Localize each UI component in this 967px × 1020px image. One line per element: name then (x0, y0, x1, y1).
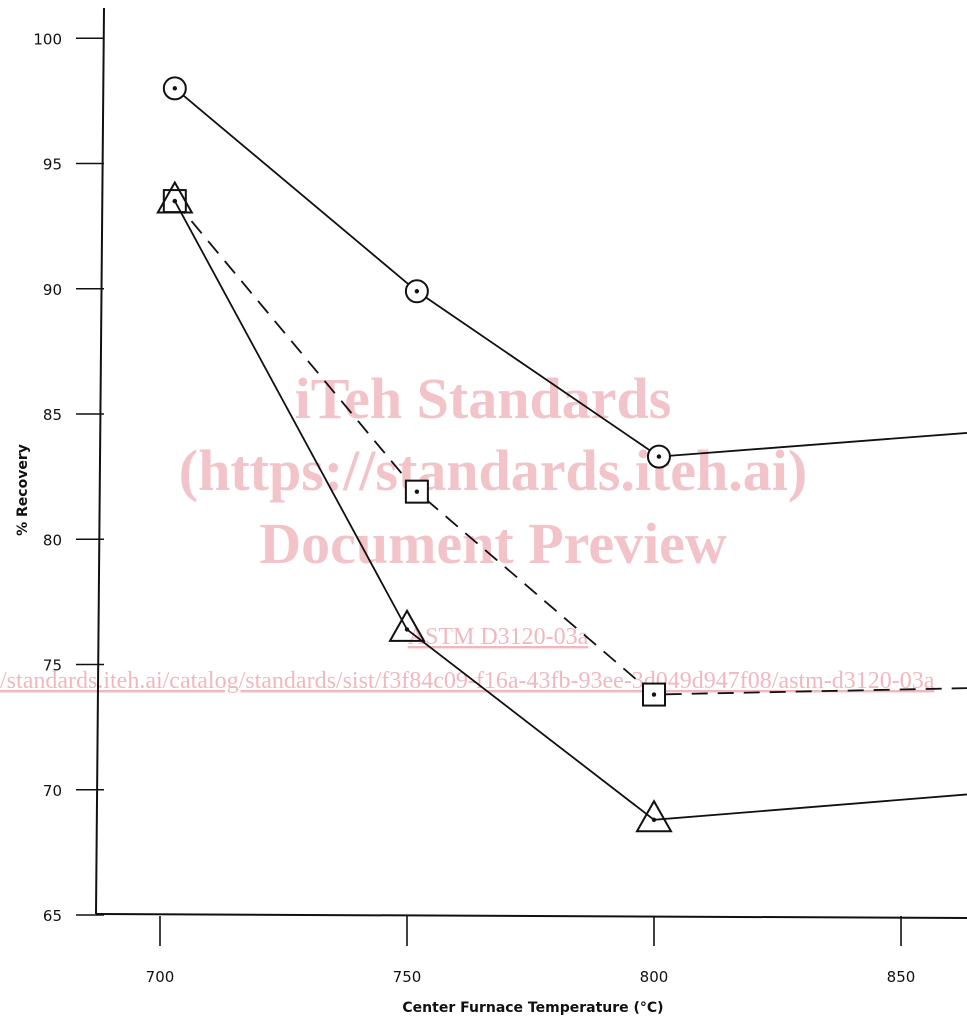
axes (95, 7, 967, 919)
center-dot (651, 692, 657, 697)
data-point (156, 180, 194, 214)
triangle-marker (156, 180, 194, 214)
y-axis-line (95, 7, 105, 915)
y-ticks: 65 70 75 80 85 90 95 100 (33, 30, 104, 925)
watermark: iTeh Standards (https://standards.iteh.a… (0, 366, 935, 694)
triangle-marker (635, 799, 673, 833)
series-triangle (156, 180, 967, 833)
center-dot (651, 817, 657, 823)
data-point (162, 76, 187, 101)
watermark-line-4: ASTM D3120-03a (408, 624, 589, 650)
x-ticks: 7007508008509009501000 (146, 916, 916, 986)
data-point (646, 444, 671, 469)
y-tick-label: 90 (43, 281, 62, 299)
y-tick-label: 85 (43, 406, 62, 424)
center-dot (414, 489, 420, 494)
data-point (404, 279, 429, 304)
y-tick-label: 95 (43, 156, 62, 174)
x-tick-label: 700 (146, 968, 175, 986)
y-tick-label: 80 (43, 531, 62, 549)
center-dot (172, 86, 178, 91)
y-tick-label: 75 (43, 657, 62, 675)
x-tick-label: 850 (887, 968, 916, 986)
watermark-line-3: Document Preview (259, 511, 727, 576)
watermark-line-5: https://standards.iteh.ai/catalog/standa… (0, 668, 935, 694)
data-point (642, 682, 666, 707)
x-axis-title: Center Furnace Temperature (°C) (402, 1000, 663, 1016)
data-point (388, 608, 426, 642)
data-point (404, 479, 429, 504)
center-dot (404, 627, 410, 632)
y-tick-label: 100 (33, 30, 62, 48)
watermark-line-1: iTeh Standards (295, 366, 672, 431)
x-tick-label: 800 (640, 968, 669, 986)
series-circle (162, 76, 967, 469)
y-tick-label: 65 (43, 907, 62, 925)
watermark-line-2: (https://standards.iteh.ai) (179, 438, 807, 503)
series-layer (156, 76, 967, 833)
series-square (162, 189, 967, 707)
data-point (635, 799, 673, 833)
x-tick-label: 750 (393, 968, 422, 986)
y-axis-title: % Recovery (15, 444, 31, 536)
center-dot (656, 454, 662, 459)
triangle-marker (388, 608, 426, 642)
x-axis-line (95, 913, 967, 919)
y-tick-label: 70 (43, 782, 62, 800)
center-dot (172, 198, 178, 204)
center-dot (414, 289, 420, 294)
